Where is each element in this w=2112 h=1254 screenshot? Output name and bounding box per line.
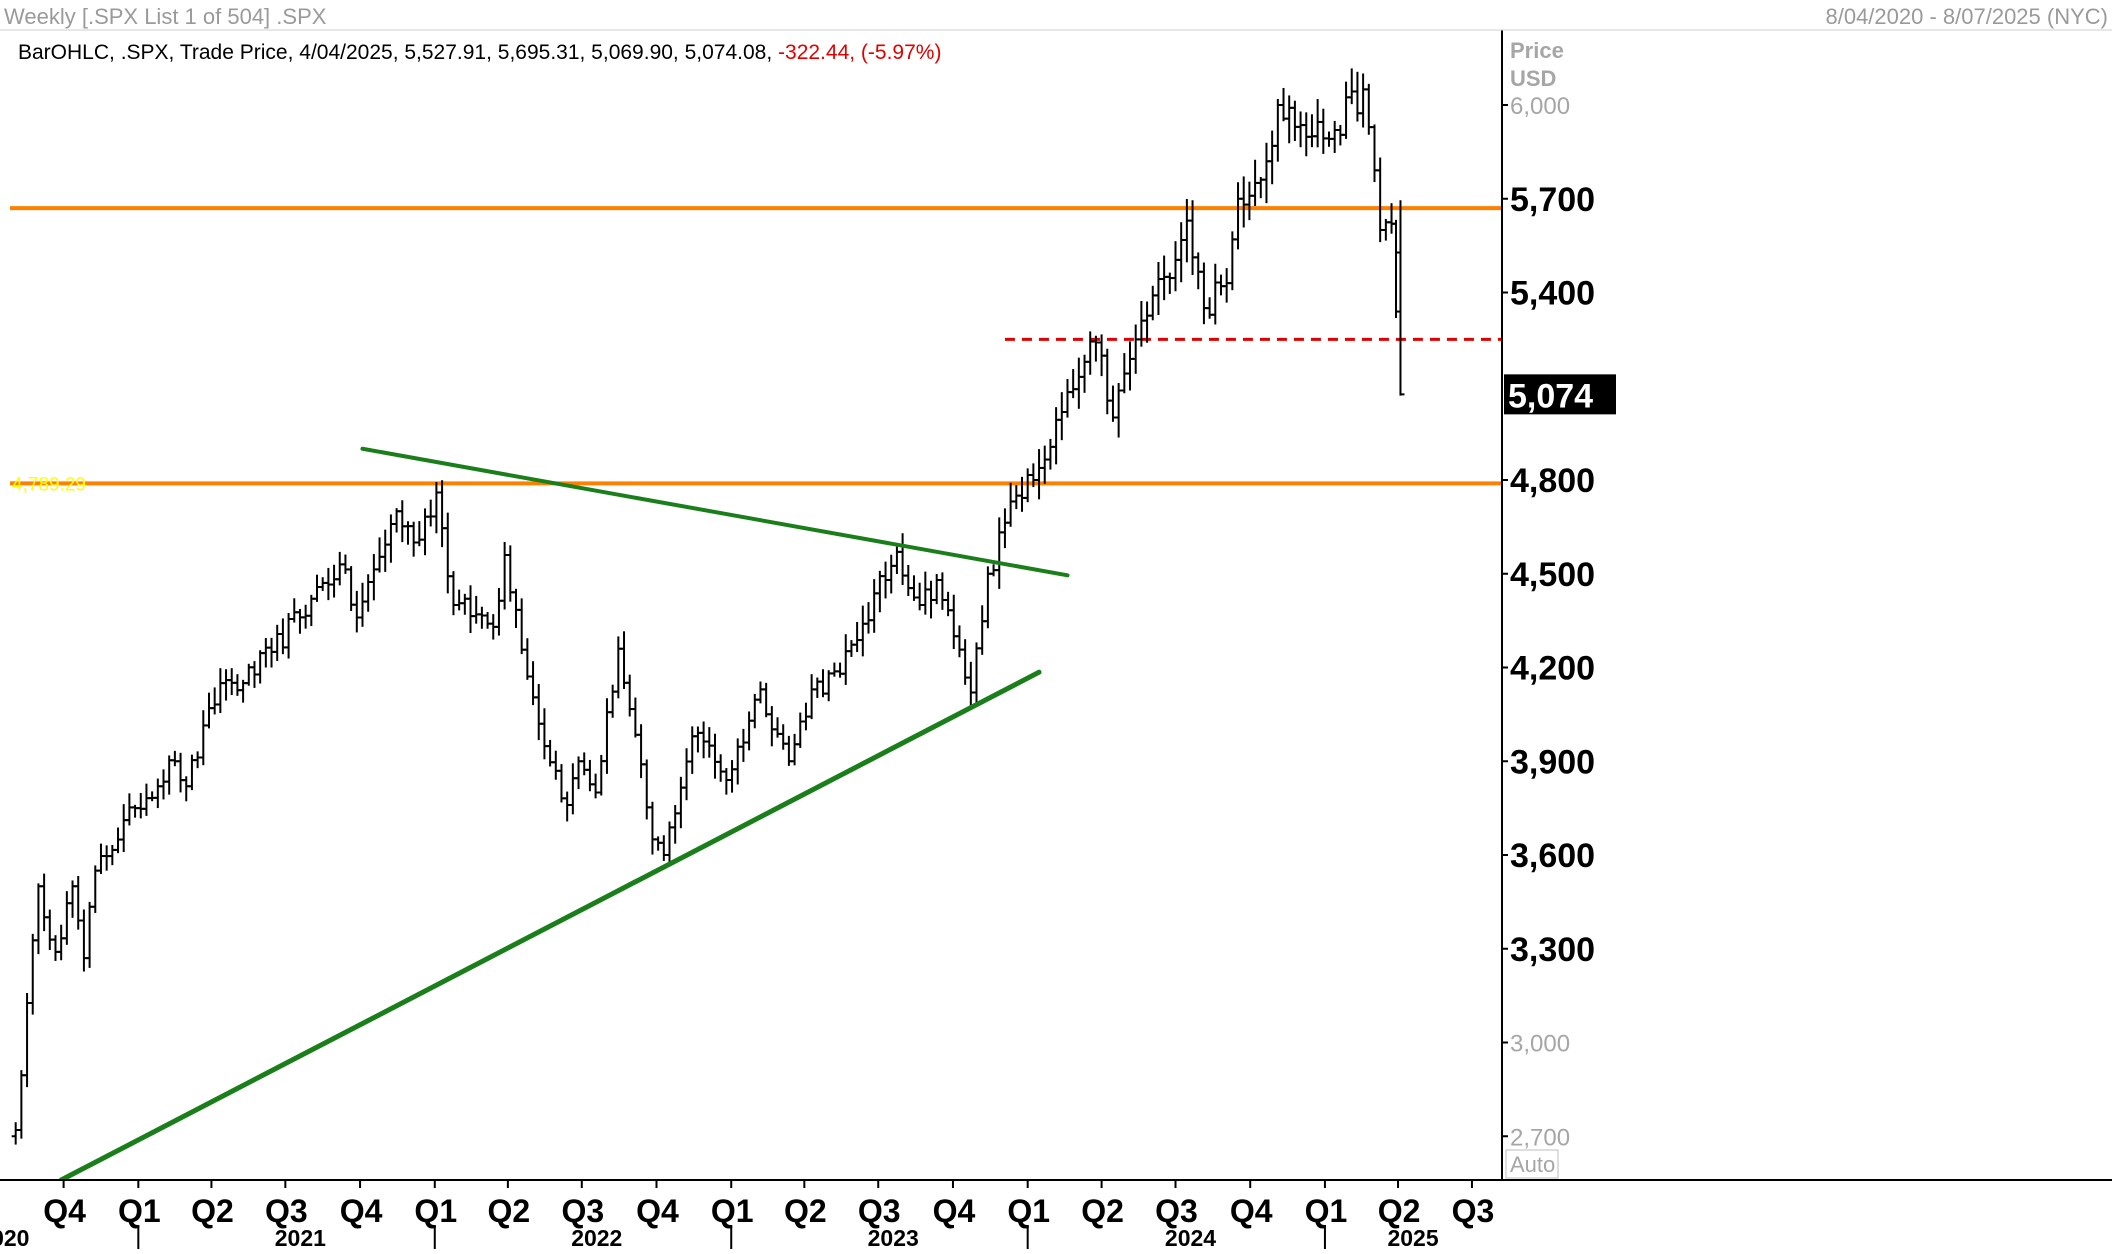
chart-header-title: Weekly [.SPX List 1 of 504] .SPX — [4, 4, 327, 29]
x-tick-label: Q1 — [118, 1193, 161, 1229]
auto-label: Auto — [1510, 1152, 1555, 1177]
last-price-box — [1504, 374, 1616, 415]
last-price-label: 5,074 — [1508, 377, 1593, 415]
y-tick-label: 3,900 — [1510, 743, 1595, 781]
x-tick-label: Q3 — [1155, 1193, 1198, 1229]
labels-layer: 4,789.29 — [12, 474, 86, 495]
horizontal-lines-layer — [10, 206, 1502, 486]
x-tick-label: Q2 — [191, 1193, 234, 1229]
y-tick-label: 5,400 — [1510, 275, 1595, 313]
x-tick-label: Q3 — [858, 1193, 901, 1229]
year-label: 2023 — [868, 1225, 919, 1249]
x-tick-label: Q2 — [488, 1193, 531, 1229]
ohlc-bars-layer — [11, 68, 1405, 1145]
year-label: 2025 — [1387, 1225, 1438, 1249]
x-tick-label: Q1 — [1305, 1193, 1348, 1229]
chart-header-date-range: 8/04/2020 - 8/07/2025 (NYC) — [1825, 4, 2108, 29]
x-tick-label: Q4 — [933, 1193, 976, 1229]
y-tick-label: 4,200 — [1510, 650, 1595, 688]
y-tick-label: 3,600 — [1510, 837, 1595, 875]
x-tick-label: Q3 — [265, 1193, 308, 1229]
axes-layer: Price USD 2,700 3,000 3,300 3,600 3,900 4,200 4,… — [0, 29, 2112, 1251]
auto-box — [1505, 1149, 1559, 1179]
x-tick-label: Q2 — [1378, 1193, 1421, 1229]
x-tick-label: Q4 — [340, 1193, 383, 1229]
x-tick-label: Q1 — [1007, 1193, 1050, 1229]
x-tick-label: Q3 — [561, 1193, 604, 1229]
y-tick-label: 5,700 — [1510, 181, 1595, 219]
year-label: 2021 — [275, 1225, 326, 1249]
x-tick-label: Q2 — [1081, 1193, 1124, 1229]
y-tick-label: 3,300 — [1510, 931, 1595, 969]
chart-legend: BarOHLC, .SPX, Trade Price, 4/04/2025, 5… — [18, 38, 941, 68]
descending-trendline — [360, 446, 1070, 578]
y-tick-label: 4,500 — [1510, 556, 1595, 594]
year-label: 2020 — [0, 1225, 29, 1249]
trendlines-layer — [58, 446, 1070, 1180]
x-tick-label: Q3 — [1452, 1193, 1495, 1229]
resistance-lower-label: 4,789.29 — [12, 474, 86, 495]
ohlc-bar-last — [1396, 200, 1405, 396]
ohlc-bar — [1392, 219, 1401, 318]
y-tick-label: 3,000 — [1510, 1031, 1570, 1058]
x-tick-label: Q2 — [784, 1193, 827, 1229]
y-tick-label: 4,800 — [1510, 462, 1595, 500]
x-tick-label: Q1 — [414, 1193, 457, 1229]
y-tick-label: 2,700 — [1510, 1124, 1570, 1151]
x-tick-label: Q4 — [636, 1193, 679, 1229]
legend-ohlc-values: BarOHLC, .SPX, Trade Price, 4/04/2025, 5… — [18, 41, 773, 64]
x-tick-label: Q1 — [711, 1193, 754, 1229]
y-axis-label: Price — [1510, 38, 1564, 63]
y-axis-unit: USD — [1510, 66, 1556, 91]
x-tick-label: Q4 — [43, 1193, 86, 1229]
legend-change: -322.44, (-5.97%) — [778, 41, 942, 64]
x-tick-label: Q4 — [1230, 1193, 1273, 1229]
year-label: 2022 — [571, 1225, 622, 1249]
ascending-trendline — [58, 669, 1042, 1180]
year-label: 2024 — [1165, 1225, 1216, 1249]
y-tick-label: 6,000 — [1510, 93, 1570, 120]
